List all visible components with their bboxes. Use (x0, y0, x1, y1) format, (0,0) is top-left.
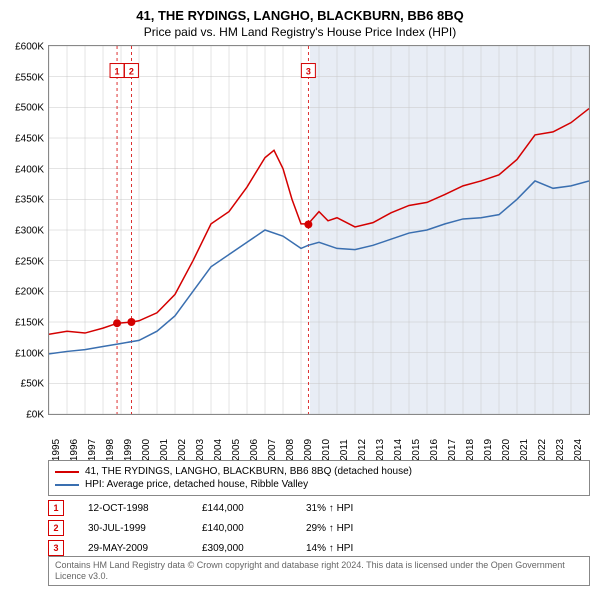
x-tick-label: 2012 (357, 439, 368, 461)
x-tick-label: 1996 (69, 439, 80, 461)
sale-pct: 31% ↑ HPI (306, 503, 396, 514)
x-tick-label: 2020 (501, 439, 512, 461)
y-tick-label: £500K (15, 103, 44, 114)
y-tick-label: £400K (15, 164, 44, 175)
sale-date: 12-OCT-1998 (88, 503, 178, 514)
license-text: Contains HM Land Registry data © Crown c… (48, 556, 590, 587)
y-tick-label: £350K (15, 195, 44, 206)
legend-item: HPI: Average price, detached house, Ribb… (55, 478, 583, 491)
y-tick-label: £300K (15, 226, 44, 237)
sale-price: £144,000 (202, 503, 282, 514)
sale-badge: 1 (48, 500, 64, 516)
legend-swatch (55, 484, 79, 486)
x-tick-label: 2019 (483, 439, 494, 461)
x-tick-label: 2008 (285, 439, 296, 461)
y-tick-label: £150K (15, 318, 44, 329)
legend-swatch (55, 471, 79, 473)
legend: 41, THE RYDINGS, LANGHO, BLACKBURN, BB6 … (48, 460, 590, 496)
y-tick-label: £200K (15, 287, 44, 298)
x-tick-label: 1998 (105, 439, 116, 461)
plot-area: 12 3 (48, 45, 590, 415)
y-tick-label: £250K (15, 256, 44, 267)
chart-container: 41, THE RYDINGS, LANGHO, BLACKBURN, BB6 … (0, 0, 600, 590)
sale-price: £309,000 (202, 543, 282, 554)
x-tick-label: 2005 (231, 439, 242, 461)
sale-badge: 2 (48, 520, 64, 536)
legend-item: 41, THE RYDINGS, LANGHO, BLACKBURN, BB6 … (55, 465, 583, 478)
sale-badge: 3 (48, 540, 64, 556)
y-tick-label: £600K (15, 42, 44, 53)
svg-text:2: 2 (129, 67, 134, 77)
x-tick-label: 2015 (411, 439, 422, 461)
x-tick-label: 2007 (267, 439, 278, 461)
x-tick-label: 2017 (447, 439, 458, 461)
svg-text:1: 1 (115, 67, 120, 77)
x-tick-label: 2009 (303, 439, 314, 461)
y-tick-label: £100K (15, 348, 44, 359)
x-axis-labels: 1995199619971998199920002001200220032004… (48, 420, 590, 456)
x-tick-label: 2022 (537, 439, 548, 461)
sale-price: £140,000 (202, 523, 282, 534)
sale-row: 1 12-OCT-1998 £144,000 31% ↑ HPI (48, 498, 590, 518)
y-tick-label: £450K (15, 134, 44, 145)
x-tick-label: 2010 (321, 439, 332, 461)
chart-subtitle: Price paid vs. HM Land Registry's House … (0, 23, 600, 45)
sales-table: 1 12-OCT-1998 £144,000 31% ↑ HPI 2 30-JUL-199… (48, 498, 590, 558)
legend-label: 41, THE RYDINGS, LANGHO, BLACKBURN, BB6 … (85, 466, 412, 477)
chart-title: 41, THE RYDINGS, LANGHO, BLACKBURN, BB6 … (0, 0, 600, 23)
x-tick-label: 2018 (465, 439, 476, 461)
x-tick-label: 2013 (375, 439, 386, 461)
x-tick-label: 2014 (393, 439, 404, 461)
x-tick-label: 2003 (195, 439, 206, 461)
x-tick-label: 2000 (141, 439, 152, 461)
y-tick-label: £550K (15, 72, 44, 83)
y-axis-labels: £0K£50K£100K£150K£200K£250K£300K£350K£40… (0, 47, 46, 417)
sale-pct: 14% ↑ HPI (306, 543, 396, 554)
x-tick-label: 1997 (87, 439, 98, 461)
y-tick-label: £0K (26, 410, 44, 421)
x-tick-label: 2002 (177, 439, 188, 461)
x-tick-label: 2023 (555, 439, 566, 461)
legend-label: HPI: Average price, detached house, Ribb… (85, 479, 308, 490)
sale-pct: 29% ↑ HPI (306, 523, 396, 534)
sale-date: 30-JUL-1999 (88, 523, 178, 534)
sale-date: 29-MAY-2009 (88, 543, 178, 554)
x-tick-label: 2024 (573, 439, 584, 461)
x-tick-label: 2006 (249, 439, 260, 461)
y-tick-label: £50K (21, 379, 44, 390)
svg-text:3: 3 (306, 67, 311, 77)
x-tick-label: 2011 (339, 439, 350, 461)
x-tick-label: 1999 (123, 439, 134, 461)
x-tick-label: 2004 (213, 439, 224, 461)
x-tick-label: 2001 (159, 439, 170, 461)
x-tick-label: 2021 (519, 439, 530, 461)
x-tick-label: 2016 (429, 439, 440, 461)
x-tick-label: 1995 (51, 439, 62, 461)
plot-svg: 12 3 (49, 46, 589, 414)
sale-row: 2 30-JUL-1999 £140,000 29% ↑ HPI (48, 518, 590, 538)
